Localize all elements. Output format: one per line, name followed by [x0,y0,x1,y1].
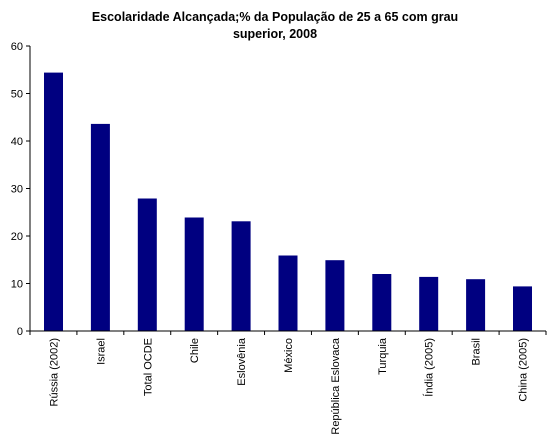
x-category-label: Total OCDE [142,338,154,396]
bar-8 [419,276,439,331]
bar-5 [278,255,298,331]
y-tick-label: 60 [11,41,23,53]
bar-7 [372,274,392,331]
x-category-label: Eslovênia [236,337,248,386]
y-tick-label: 10 [11,279,23,291]
y-tick-label: 20 [11,231,23,243]
x-category-label: Chile [189,338,201,363]
bar-1 [90,123,110,332]
bar-4 [231,221,251,331]
y-tick-label: 40 [11,136,23,148]
chart-title-line-2: superior, 2008 [233,27,317,41]
bar-3 [184,217,204,331]
x-category-label: Israel [95,338,107,365]
bar-6 [325,260,345,331]
x-category-label: República Eslovaca [330,337,342,434]
x-category-label: México [283,338,295,373]
bar-9 [466,279,486,331]
x-category-label: Turquia [377,337,389,375]
bar-10 [513,286,532,331]
chart-title-line-1: Escolaridade Alcançada;% da População de… [92,10,458,24]
x-category-label: Rússia (2002) [48,338,60,406]
bar-2 [137,198,157,331]
x-category-label: Índia (2005) [423,338,436,397]
y-tick-label: 50 [11,89,23,101]
y-tick-label: 30 [11,184,23,196]
y-tick-label: 0 [17,326,23,338]
bar-0 [44,72,63,331]
x-category-label: Brasil [471,338,483,366]
x-category-label: China (2005) [518,338,530,402]
